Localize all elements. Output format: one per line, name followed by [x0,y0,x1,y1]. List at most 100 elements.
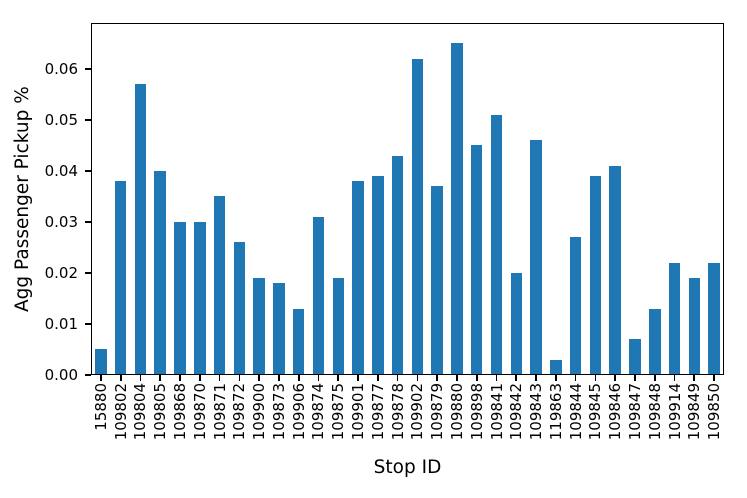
x-tick-label-109870: 109870 [190,383,209,441]
x-tick-label-109901: 109901 [349,383,368,441]
x-tick-mark [238,375,241,381]
x-tick-label-109841: 109841 [487,383,506,441]
x-tick-label-109900: 109900 [250,383,269,441]
x-tick-label-109850: 109850 [705,383,724,441]
bar-109877 [372,176,384,375]
y-tick-label-0.03: 0.03 [44,212,78,231]
x-tick-mark [218,375,221,381]
x-tick-mark [297,375,300,381]
x-tick-label-109875: 109875 [329,383,348,441]
bar-109848 [649,308,661,375]
bar-109805 [154,170,166,375]
y-tick-label-0.00: 0.00 [44,366,78,384]
bar-15880 [95,349,107,375]
x-tick-mark [416,375,419,381]
x-tick-mark [456,375,458,381]
x-tick-label-109804: 109804 [131,383,150,441]
x-tick-label-109873: 109873 [269,383,288,441]
x-tick-mark [614,375,617,381]
bar-109843 [530,140,542,375]
bar-109849 [688,278,701,375]
x-tick-label-109842: 109842 [507,383,526,441]
x-tick-mark [515,375,518,381]
x-tick-label-109847: 109847 [625,383,644,441]
x-tick-label-109848: 109848 [645,383,664,441]
bar-109900 [253,278,265,375]
x-tick-mark [574,375,577,381]
x-tick-label-15880: 15880 [91,383,110,431]
x-tick-mark [198,375,201,381]
bar-109879 [431,186,443,375]
bar-109871 [213,196,226,375]
bar-109902 [411,58,424,375]
x-tick-label-109843: 109843 [527,383,546,441]
bar-109844 [569,237,582,375]
x-tick-label-109868: 109868 [171,383,190,441]
x-tick-mark [693,375,696,381]
x-tick-label-109849: 109849 [685,383,704,441]
bar-109847 [629,339,641,375]
x-tick-mark [357,375,359,381]
x-tick-label-119863: 119863 [546,383,565,441]
x-tick-label-109880: 109880 [447,383,466,441]
x-tick-mark [535,375,537,381]
y-tick-label-0.06: 0.06 [44,59,78,78]
x-tick-label-109805: 109805 [151,383,170,441]
bar-109874 [312,216,325,375]
y-tick-label-0.01: 0.01 [44,314,78,333]
bar-109898 [470,145,483,375]
x-tick-mark [179,375,181,381]
x-tick-label-109871: 109871 [210,383,229,441]
x-tick-mark [594,375,597,381]
x-tick-mark [396,375,399,381]
bar-109901 [352,181,364,375]
bar-109914 [668,262,681,375]
x-tick-label-109877: 109877 [368,383,387,441]
y-tick-mark [85,272,91,274]
x-tick-label-109845: 109845 [586,383,605,441]
x-tick-label-109874: 109874 [309,383,328,441]
x-tick-label-109802: 109802 [111,383,130,441]
x-tick-mark [436,375,438,381]
x-axis-title: Stop ID [373,457,442,478]
x-tick-mark [475,375,478,381]
x-tick-mark [634,375,636,381]
bar-109868 [174,221,186,375]
x-tick-label-109902: 109902 [408,383,427,441]
y-tick-mark [85,323,91,325]
y-tick-label-0.04: 0.04 [44,161,78,180]
y-tick-mark [85,374,91,376]
x-tick-mark [713,375,715,381]
y-tick-label-0.02: 0.02 [44,263,78,282]
x-tick-label-109898: 109898 [467,383,486,441]
bar-109873 [273,283,285,375]
bar-109802 [114,181,127,375]
x-tick-mark [278,375,280,381]
y-tick-label-0.05: 0.05 [44,110,78,129]
bar-109878 [391,155,404,375]
x-tick-mark [673,375,676,381]
x-tick-label-109878: 109878 [388,383,407,441]
x-tick-mark [495,375,498,381]
bar-119863 [550,359,562,375]
x-tick-mark [317,375,320,381]
x-tick-label-109872: 109872 [230,383,249,441]
bar-109804 [134,84,147,375]
x-tick-label-109846: 109846 [606,383,625,441]
x-tick-mark [139,375,142,381]
x-tick-label-109844: 109844 [566,383,585,441]
x-tick-mark [555,375,557,381]
x-tick-mark [119,375,122,381]
bar-109906 [292,308,305,375]
bar-109880 [451,43,463,375]
bar-109872 [233,242,246,375]
bar-109841 [490,114,503,375]
bar-109846 [609,165,621,375]
y-axis-title: Agg Passenger Pickup % [12,86,33,312]
x-tick-mark [337,375,340,381]
bar-109875 [332,278,345,375]
